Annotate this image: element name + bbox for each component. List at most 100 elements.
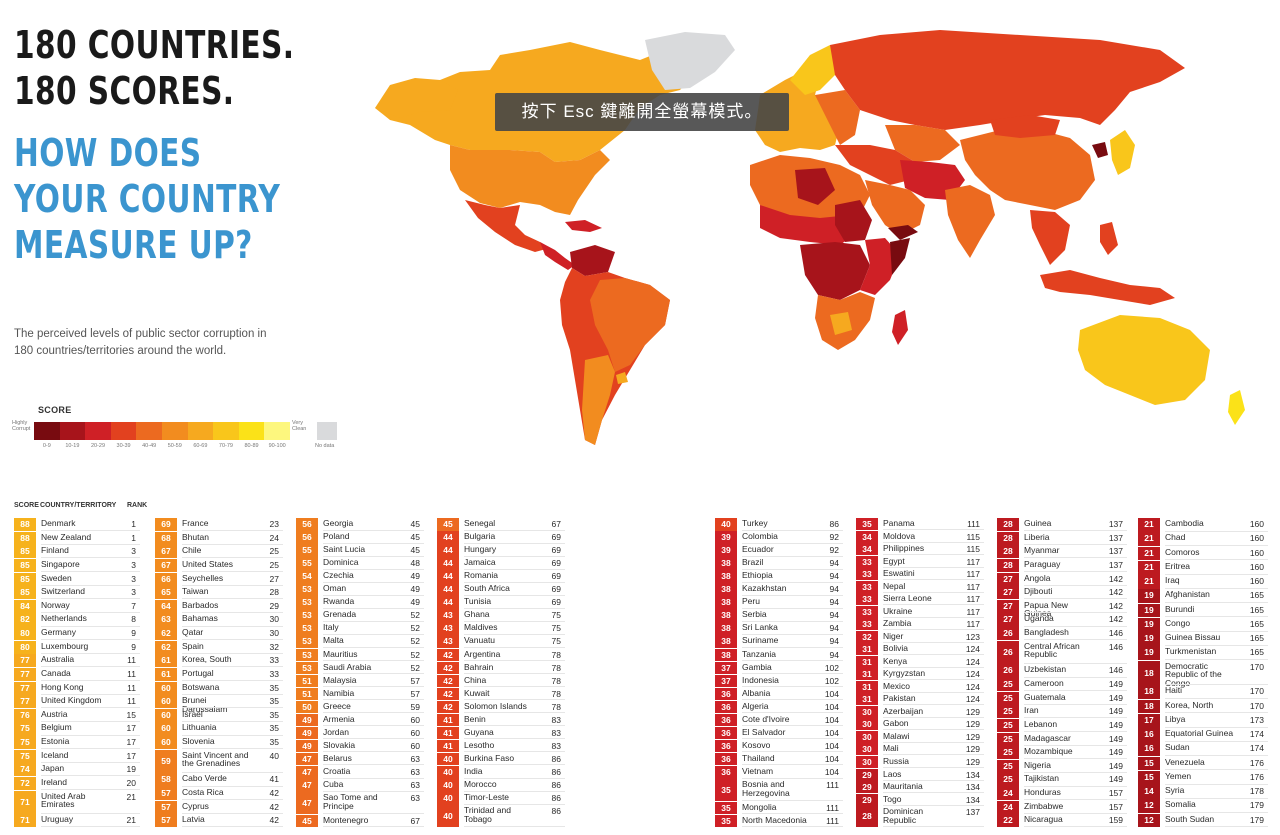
rank-cell: 67 [410, 815, 420, 826]
score-cell: 36 [715, 687, 737, 701]
country-cell: Cyprus [182, 800, 209, 811]
score-cell: 40 [437, 779, 459, 792]
row-divider [1165, 812, 1268, 814]
rank-cell: 52 [410, 662, 420, 673]
rank-cell: 78 [551, 701, 561, 712]
country-cell: Uzbekistan [1024, 664, 1067, 675]
row-divider [742, 826, 843, 828]
score-cell: 57 [155, 814, 177, 828]
table-row: 25 Iran 149 [997, 705, 1127, 719]
map-mongolia [990, 115, 1060, 138]
country-cell: Bolivia [883, 643, 909, 654]
map-brazil [590, 278, 670, 372]
rank-cell: 134 [965, 794, 980, 805]
score-cell: 56 [296, 518, 318, 531]
legend-low-label: Highly Corrupt [12, 420, 31, 432]
score-cell: 19 [1138, 646, 1160, 661]
score-cell: 30 [856, 705, 878, 718]
rank-cell: 69 [551, 597, 561, 608]
score-cell: 47 [296, 792, 318, 815]
score-cell: 53 [296, 583, 318, 596]
headline-line-1: 180 COUNTRIES. [14, 23, 295, 67]
table-row: 12 Somalia 179 [1138, 799, 1268, 814]
rank-cell: 124 [965, 656, 980, 667]
row-divider [182, 543, 283, 545]
table-row: 53 Saudi Arabia 52 [296, 661, 424, 675]
table-row: 25 Lebanon 149 [997, 718, 1127, 733]
rank-cell: 35 [269, 723, 279, 734]
row-divider [464, 777, 565, 779]
score-cell: 33 [856, 580, 878, 593]
country-cell: Serbia [742, 609, 767, 620]
country-cell: Togo [883, 793, 902, 804]
row-divider [742, 764, 843, 766]
row-divider [464, 529, 565, 531]
country-cell: Bosnia and Herzegovina [742, 779, 790, 798]
row-divider [41, 584, 140, 586]
legend-swatch [85, 422, 111, 440]
score-cell: 61 [155, 667, 177, 681]
rank-cell: 117 [966, 594, 980, 605]
table-row: 45 Montenegro 67 [296, 814, 424, 828]
row-divider [323, 660, 424, 662]
world-map [375, 30, 1245, 445]
row-divider [323, 594, 424, 596]
row-divider [182, 680, 283, 681]
rank-cell: 157 [1108, 801, 1123, 812]
score-cell: 44 [437, 544, 459, 557]
rank-cell: 104 [824, 688, 839, 699]
row-divider [41, 812, 140, 814]
country-cell: Peru [742, 596, 760, 607]
row-divider [182, 598, 283, 600]
row-divider [464, 581, 565, 583]
table-row: 39 Colombia 92 [715, 531, 843, 544]
row-divider [1165, 797, 1268, 799]
country-cell: Malaysia [323, 674, 357, 685]
country-cell: Czechia [323, 570, 354, 581]
score-cell: 37 [715, 674, 737, 688]
score-cell: 74 [14, 763, 36, 777]
score-cell: 38 [715, 648, 737, 662]
country-cell: Equatorial Guinea [1165, 728, 1234, 739]
score-cell: 50 [296, 700, 318, 714]
row-divider [41, 720, 140, 722]
row-divider [742, 800, 843, 802]
table-row: 55 Saint Lucia 45 [296, 544, 424, 557]
map-arabia [865, 180, 925, 235]
header-rank: RANK [127, 502, 148, 509]
country-cell: Ukraine [883, 605, 913, 616]
row-divider [1165, 740, 1268, 742]
row-divider [41, 680, 140, 681]
table-row: 60 Slovenia 35 [155, 736, 283, 750]
table-row: 57 Costa Rica 42 [155, 787, 283, 801]
table-row: 38 Peru 94 [715, 596, 843, 609]
map-libya [795, 168, 835, 205]
table-row: 61 Korea, South 33 [155, 654, 283, 668]
rank-cell: 115 [966, 531, 980, 542]
score-cell: 47 [296, 752, 318, 766]
table-row: 63 Bahamas 30 [155, 613, 283, 627]
row-divider [464, 594, 565, 596]
rank-cell: 94 [829, 571, 839, 582]
row-divider [1024, 744, 1127, 746]
country-cell: Kosovo [742, 739, 771, 750]
score-cell: 30 [856, 743, 878, 756]
legend-range-label: 60-69 [193, 443, 208, 449]
rank-cell: 149 [1108, 774, 1123, 785]
table-row: 75 Iceland 17 [14, 749, 140, 763]
legend-swatch [136, 422, 162, 440]
score-cell: 31 [856, 668, 878, 681]
score-cell: 63 [155, 613, 177, 627]
score-cell: 85 [14, 572, 36, 586]
score-cell: 44 [437, 596, 459, 609]
table-row: 82 Netherlands 8 [14, 613, 140, 627]
row-divider [1165, 559, 1268, 561]
table-row: 19 Turkmenistan 165 [1138, 646, 1268, 661]
country-cell: Zimbabwe [1024, 800, 1064, 811]
row-divider [464, 647, 565, 649]
table-row: 28 Liberia 137 [997, 531, 1127, 545]
country-cell: Poland [323, 531, 350, 542]
table-row: 26 Bangladesh 146 [997, 627, 1127, 641]
country-cell: Haiti [1165, 685, 1183, 696]
country-cell: Timor-Leste [464, 792, 510, 803]
